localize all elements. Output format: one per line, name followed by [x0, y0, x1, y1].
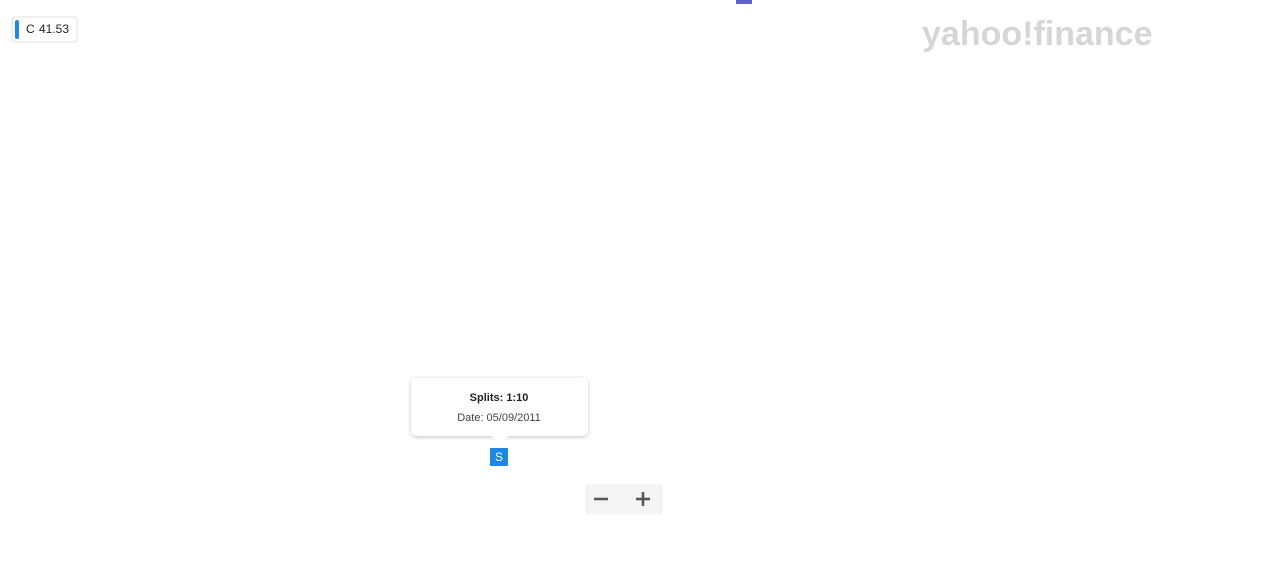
legend-symbol: C	[26, 22, 35, 36]
split-marker[interactable]	[490, 448, 508, 466]
logo: yahoo!finance	[922, 15, 1152, 53]
legend-value: 41.53	[39, 22, 69, 36]
split-date: Date: 05/09/2011	[457, 412, 541, 424]
split-label: Splits: 1:10	[470, 392, 529, 404]
legend-swatch	[15, 20, 19, 39]
tooltip-box	[411, 378, 588, 436]
legend-box	[11, 16, 78, 43]
zoom-box	[585, 484, 663, 514]
zoom-controls	[585, 484, 663, 514]
split-marker-text[interactable]: S	[495, 450, 503, 464]
legend: C 41.53	[11, 16, 78, 43]
range-indicator[interactable]	[736, 0, 752, 4]
tooltip-pointer	[492, 436, 508, 444]
split-tooltip: Splits: 1:10 Date: 05/09/2011 S	[411, 378, 588, 466]
